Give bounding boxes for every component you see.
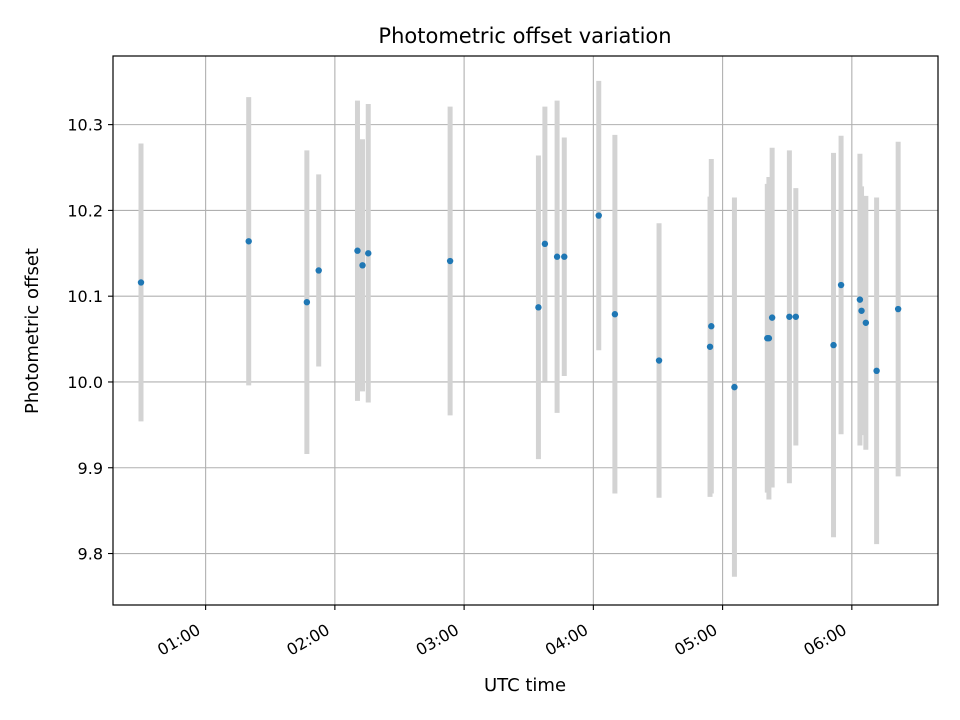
y-tick-label: 9.9 — [78, 459, 103, 478]
y-tick-label: 10.1 — [67, 287, 103, 306]
data-point — [830, 341, 837, 349]
y-axis-ticks: 9.8 9.9 10.0 10.1 10.2 10.3 — [67, 116, 113, 564]
data-point — [731, 383, 738, 391]
data-point — [611, 311, 619, 318]
data-point — [359, 262, 366, 269]
data-point — [706, 343, 714, 350]
data-point — [303, 298, 311, 306]
data-point — [837, 281, 845, 289]
data-point — [894, 305, 902, 313]
data-point — [768, 314, 776, 321]
data-point — [535, 304, 542, 311]
data-point — [862, 319, 870, 326]
data-points — [137, 212, 902, 391]
data-point — [354, 247, 361, 254]
data-point — [365, 250, 372, 257]
data-point — [873, 367, 880, 375]
data-point — [137, 279, 145, 286]
plot-frame — [112, 55, 939, 606]
y-tick-label: 10.3 — [67, 116, 103, 135]
data-point — [786, 313, 793, 320]
y-tick-label: 9.8 — [78, 545, 103, 564]
data-point — [856, 296, 864, 303]
data-point — [792, 313, 800, 320]
y-axis-label: Photometric offset — [22, 248, 43, 414]
data-point — [561, 253, 568, 260]
data-point — [245, 238, 252, 245]
y-tick-label: 10.0 — [67, 373, 103, 392]
x-axis-ticks: 01:00 02:00 03:00 04:00 05:00 06:00 — [154, 605, 853, 660]
chart-title: Photometric offset variation — [378, 24, 671, 48]
y-tick-label: 10.2 — [67, 201, 103, 220]
data-point — [765, 335, 773, 342]
data-point — [446, 257, 454, 265]
data-point — [553, 253, 561, 260]
data-point — [541, 240, 549, 248]
data-point — [595, 212, 602, 219]
x-axis-label: UTC time — [484, 675, 566, 696]
data-point — [315, 267, 322, 274]
data-point — [708, 323, 715, 330]
data-point — [858, 307, 865, 314]
data-point — [655, 357, 663, 364]
